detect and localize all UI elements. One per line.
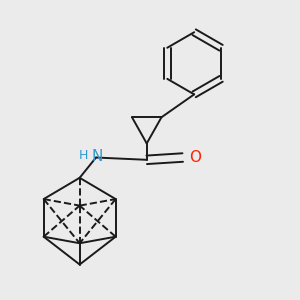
Text: N: N: [92, 149, 103, 164]
Text: O: O: [189, 150, 201, 165]
Text: H: H: [79, 149, 88, 162]
